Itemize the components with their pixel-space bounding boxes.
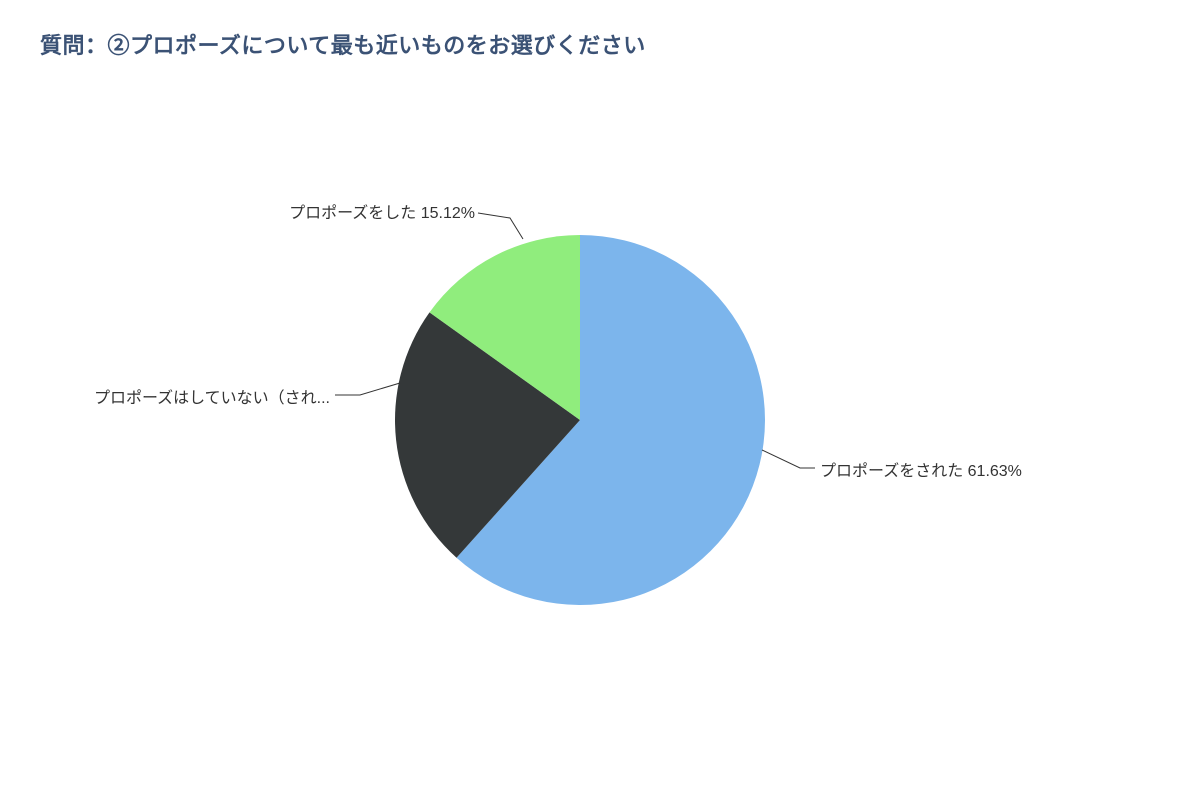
- leader-line: [762, 450, 815, 468]
- leader-line: [478, 213, 523, 239]
- slice-label: プロポーズをした 15.12%: [289, 199, 475, 223]
- pie-chart: プロポーズをされた 61.63% プロポーズはしていない（され... プロポーズをし…: [0, 0, 1200, 800]
- slice-label: プロポーズはしていない（され...: [94, 384, 330, 408]
- slice-label: プロポーズをされた 61.63%: [820, 457, 1022, 481]
- leader-line: [335, 383, 400, 395]
